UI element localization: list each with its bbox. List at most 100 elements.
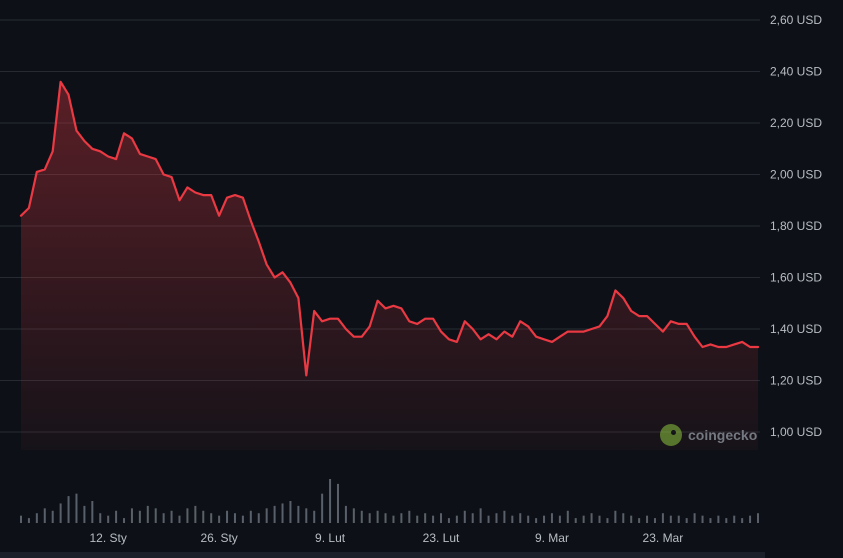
volume-bar xyxy=(479,508,482,523)
volume-bar xyxy=(226,510,229,523)
volume-bar xyxy=(360,510,363,523)
volume-bars xyxy=(20,479,759,523)
volume-bar xyxy=(677,515,680,523)
volume-bar xyxy=(376,510,379,523)
volume-bar xyxy=(653,518,656,523)
volume-bar xyxy=(495,513,498,523)
y-tick-label: 2,60 USD xyxy=(770,13,822,27)
volume-bar xyxy=(305,508,308,523)
volume-bar xyxy=(550,513,553,523)
volume-bar xyxy=(558,515,561,523)
volume-bar xyxy=(440,513,443,523)
volume-bar xyxy=(717,515,720,523)
volume-bar xyxy=(99,513,102,523)
volume-bar xyxy=(162,513,165,523)
price-line xyxy=(19,80,760,377)
y-tick-label: 1,80 USD xyxy=(770,219,822,233)
volume-bar xyxy=(194,505,197,523)
y-tick-label: 1,40 USD xyxy=(770,322,822,336)
volume-bar xyxy=(432,515,435,523)
volume-bar xyxy=(646,515,649,523)
volume-bar xyxy=(392,515,395,523)
volume-bar xyxy=(218,515,221,523)
volume-bar xyxy=(384,513,387,523)
volume-bar xyxy=(693,513,696,523)
volume-bar xyxy=(566,510,569,523)
volume-bar xyxy=(669,515,672,523)
volume-bar xyxy=(606,518,609,523)
volume-bar xyxy=(27,518,30,523)
volume-bar xyxy=(749,515,752,523)
volume-bar xyxy=(313,510,316,523)
volume-bar xyxy=(273,505,276,523)
volume-bar xyxy=(535,518,538,523)
y-tick-label: 1,00 USD xyxy=(770,425,822,439)
volume-bar xyxy=(67,496,70,523)
volume-bar xyxy=(400,513,403,523)
volume-bar xyxy=(123,518,126,523)
volume-bar xyxy=(257,513,260,523)
volume-bar xyxy=(590,513,593,523)
volume-bar xyxy=(329,479,332,523)
volume-bar xyxy=(741,518,744,523)
volume-bar xyxy=(178,515,181,523)
volume-bar xyxy=(35,513,38,523)
volume-bar xyxy=(701,515,704,523)
volume-bar xyxy=(368,513,371,523)
volume-bar xyxy=(463,510,466,523)
volume-bar xyxy=(733,515,736,523)
y-tick-label: 2,20 USD xyxy=(770,116,822,130)
volume-bar xyxy=(614,510,617,523)
volume-bar xyxy=(154,508,157,523)
volume-bar xyxy=(416,515,419,523)
volume-bar xyxy=(598,515,601,523)
x-tick-label: 23. Lut xyxy=(423,531,460,545)
volume-bar xyxy=(233,513,236,523)
volume-bar xyxy=(336,483,339,523)
volume-bar xyxy=(638,518,641,523)
volume-bar xyxy=(543,515,546,523)
volume-bar xyxy=(447,518,450,523)
x-tick-label: 9. Mar xyxy=(535,531,569,545)
volume-bar xyxy=(107,515,110,523)
volume-bar xyxy=(146,505,149,523)
y-axis-labels: 2,60 USD 2,40 USD 2,20 USD 2,00 USD 1,80 USD… xyxy=(770,13,822,439)
volume-bar xyxy=(503,510,506,523)
price-area xyxy=(21,81,758,451)
volume-bar xyxy=(709,518,712,523)
volume-bar xyxy=(75,493,78,523)
x-tick-label: 9. Lut xyxy=(315,531,346,545)
y-tick-label: 2,40 USD xyxy=(770,65,822,79)
volume-bar xyxy=(115,510,118,523)
volume-bar xyxy=(527,515,530,523)
x-tick-label: 23. Mar xyxy=(643,531,684,545)
volume-bar xyxy=(43,508,46,523)
volume-bar xyxy=(186,508,189,523)
volume-bar xyxy=(487,515,490,523)
x-tick-label: 12. Sty xyxy=(89,531,126,545)
volume-bar xyxy=(630,515,633,523)
volume-bar xyxy=(424,513,427,523)
volume-bar xyxy=(511,515,514,523)
price-area-layer xyxy=(21,81,758,451)
volume-bar xyxy=(321,493,324,523)
x-tick-label: 26. Sty xyxy=(200,531,237,545)
volume-bar xyxy=(51,510,54,523)
y-tick-label: 2,00 USD xyxy=(770,168,822,182)
x-axis-labels: 12. Sty 26. Sty 9. Lut 23. Lut 9. Mar 23. Mar xyxy=(89,531,683,545)
volume-bar xyxy=(265,508,268,523)
volume-bar xyxy=(241,515,244,523)
volume-bar xyxy=(91,501,94,523)
volume-bar xyxy=(574,518,577,523)
watermark-text: coingecko xyxy=(688,427,758,443)
volume-bar xyxy=(20,515,22,523)
volume-bar xyxy=(408,510,411,523)
volume-bar xyxy=(130,508,133,523)
price-line-layer xyxy=(19,80,760,377)
volume-bar xyxy=(202,510,205,523)
coingecko-watermark: coingecko xyxy=(660,424,757,446)
volume-bar xyxy=(138,510,141,523)
volume-bar xyxy=(59,503,62,523)
